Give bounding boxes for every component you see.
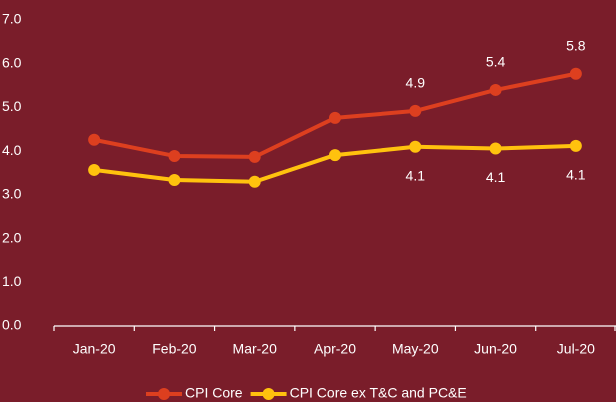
data-point — [569, 67, 582, 80]
x-tick-label: Jul-20 — [557, 341, 595, 357]
x-tick-label: Jun-20 — [474, 341, 517, 357]
y-tick-label: 6.0 — [2, 54, 22, 70]
data-point — [329, 149, 341, 162]
data-point — [489, 83, 502, 96]
data-point — [168, 149, 181, 162]
data-label: 4.1 — [566, 167, 586, 183]
legend-marker — [158, 388, 170, 400]
legend-label: CPI Core — [185, 385, 243, 401]
x-tick-label: Jan-20 — [73, 341, 116, 357]
data-point — [409, 140, 422, 153]
data-label: 5.4 — [486, 54, 506, 70]
data-point — [409, 104, 422, 117]
data-point — [248, 175, 261, 188]
data-point — [569, 139, 582, 152]
data-point — [329, 111, 341, 124]
data-label: 4.9 — [406, 75, 426, 91]
y-tick-label: 5.0 — [2, 98, 22, 114]
y-tick-label: 3.0 — [2, 186, 22, 202]
legend-marker — [262, 388, 275, 400]
data-label: 4.1 — [406, 167, 426, 183]
y-tick-label: 7.0 — [2, 11, 22, 27]
data-point — [88, 163, 101, 176]
data-point — [168, 173, 181, 186]
x-tick-label: Mar-20 — [233, 341, 278, 357]
data-label: 4.1 — [486, 169, 506, 185]
y-tick-label: 1.0 — [2, 273, 22, 289]
x-tick-label: Apr-20 — [314, 341, 356, 357]
data-point — [248, 150, 261, 163]
data-point — [88, 133, 101, 146]
x-tick-label: Feb-20 — [152, 341, 197, 357]
legend-label: CPI Core ex T&C and PC&E — [290, 385, 467, 401]
y-tick-label: 0.0 — [2, 317, 22, 333]
y-tick-label: 2.0 — [2, 229, 22, 245]
x-tick-label: May-20 — [392, 341, 439, 357]
y-tick-label: 4.0 — [2, 142, 22, 158]
data-point — [489, 142, 502, 155]
data-label: 5.8 — [566, 37, 586, 53]
